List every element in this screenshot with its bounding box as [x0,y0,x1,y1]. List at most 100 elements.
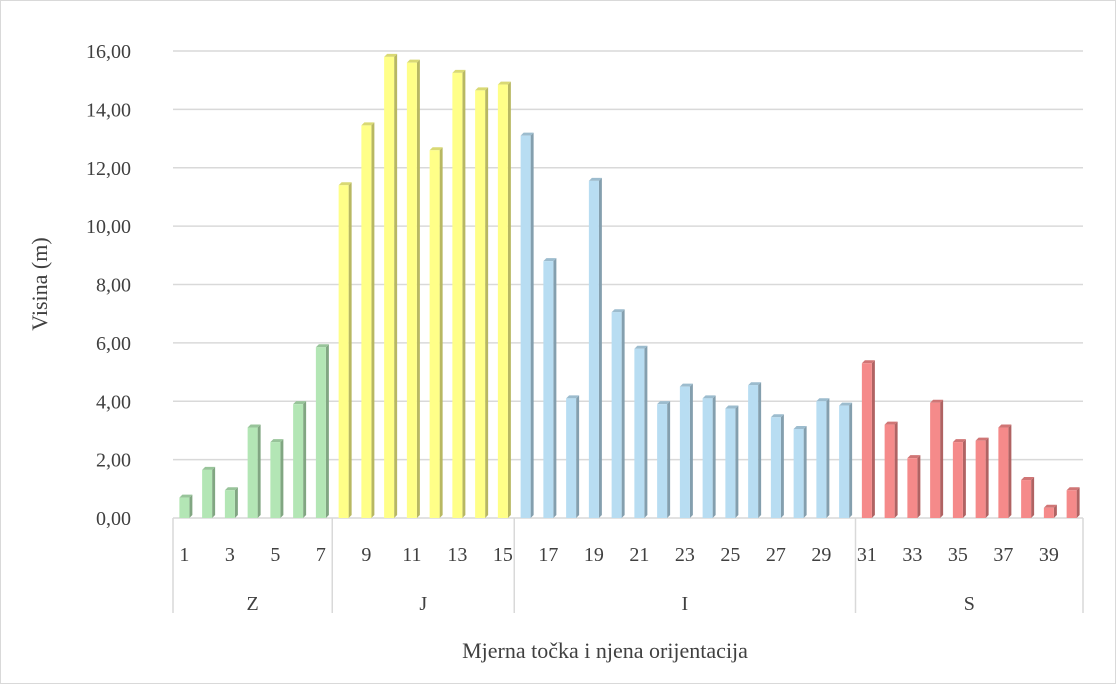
bar-side [371,122,375,518]
bar-top [611,309,625,313]
bar-top [588,177,602,181]
bar [952,442,963,518]
bar-side [1076,487,1080,518]
bar-side [576,395,580,518]
bar [930,402,941,518]
bar [748,385,759,518]
bar-side [1031,477,1035,518]
bar-top [270,439,284,443]
x-tick-label: 1 [179,544,189,566]
x-axis-title: Mjerna točka i njena orijentacija [462,638,748,663]
y-tick-labels: 0,00 2,00 4,00 6,00 8,00 10,00 12,00 14,00 16,00 [86,41,131,530]
bar-side [712,395,716,518]
bar-side [189,494,193,518]
y-tick-label: 14,00 [86,99,131,121]
bar-top [634,345,648,349]
bar-top [520,132,534,136]
bar-top [384,53,398,57]
x-tick-label: 39 [1039,544,1059,566]
bar-top [429,147,443,151]
bar [247,427,258,518]
bar [293,404,304,518]
bar [657,404,668,518]
bar [520,135,531,519]
bar [429,150,440,519]
y-axis-title: Visina (m) [27,237,52,330]
bar [793,428,804,518]
bar-top [543,258,557,262]
bar-top [566,395,580,399]
bar-side [530,132,534,519]
bar-side [257,424,261,518]
x-tick-label: 7 [316,544,326,566]
bar [588,180,599,518]
x-tick-label: 23 [675,544,695,566]
bar-top [907,455,921,459]
bar-side [553,258,557,518]
x-tick-label: 17 [538,544,558,566]
x-tick-label: 25 [720,544,740,566]
bar [679,386,690,518]
bar-side [621,309,625,518]
bar [361,125,372,518]
y-tick-label: 16,00 [86,41,131,63]
bar-side [780,414,784,518]
bar-top [770,414,784,418]
bar-top [702,395,716,399]
bar-top [1066,487,1080,491]
bar-side [416,59,420,519]
gridlines [173,50,1083,519]
bar [452,72,463,518]
bar-top [657,401,671,405]
bar-top [998,424,1012,428]
group-label: Z [247,593,259,615]
x-tick-label: 37 [993,544,1013,566]
bar-side [439,147,443,519]
bar [839,405,850,518]
bar-side [849,402,853,518]
y-tick-label: 8,00 [96,275,131,297]
bar-side [803,425,807,518]
bar-top [361,122,375,126]
bar [543,261,554,518]
group-label: I [682,593,689,615]
bar [497,84,508,519]
bar-side [894,421,898,518]
bar-side [234,487,238,518]
bar-top [748,382,762,386]
x-tick-label: 21 [629,544,649,566]
x-tick-label: 13 [447,544,467,566]
bar-side [826,398,830,518]
bar-side [394,53,398,519]
x-tick-label: 3 [225,544,235,566]
bar-top [793,425,807,429]
y-tick-label: 10,00 [86,216,131,238]
bar-top [497,81,511,85]
bar-side [735,405,739,518]
bar-side [348,182,352,518]
bar-side [485,87,489,518]
bar-top [952,439,966,443]
bar [1066,490,1077,518]
bar-side [303,401,307,518]
bar [702,398,713,518]
group-label: J [419,593,427,615]
bar-side [644,345,648,518]
bar [224,490,235,518]
x-tick-label: 15 [493,544,513,566]
bar-side [212,466,216,518]
bar [270,442,281,518]
bar-top [224,487,238,491]
x-tick-label: 35 [948,544,968,566]
bar [179,497,190,518]
bar-top [861,360,875,364]
bar-side [917,455,921,518]
bar-top [406,59,420,63]
x-tick-label: 29 [811,544,831,566]
bar-side [962,439,966,518]
bar [566,398,577,518]
bar-side [758,382,762,518]
